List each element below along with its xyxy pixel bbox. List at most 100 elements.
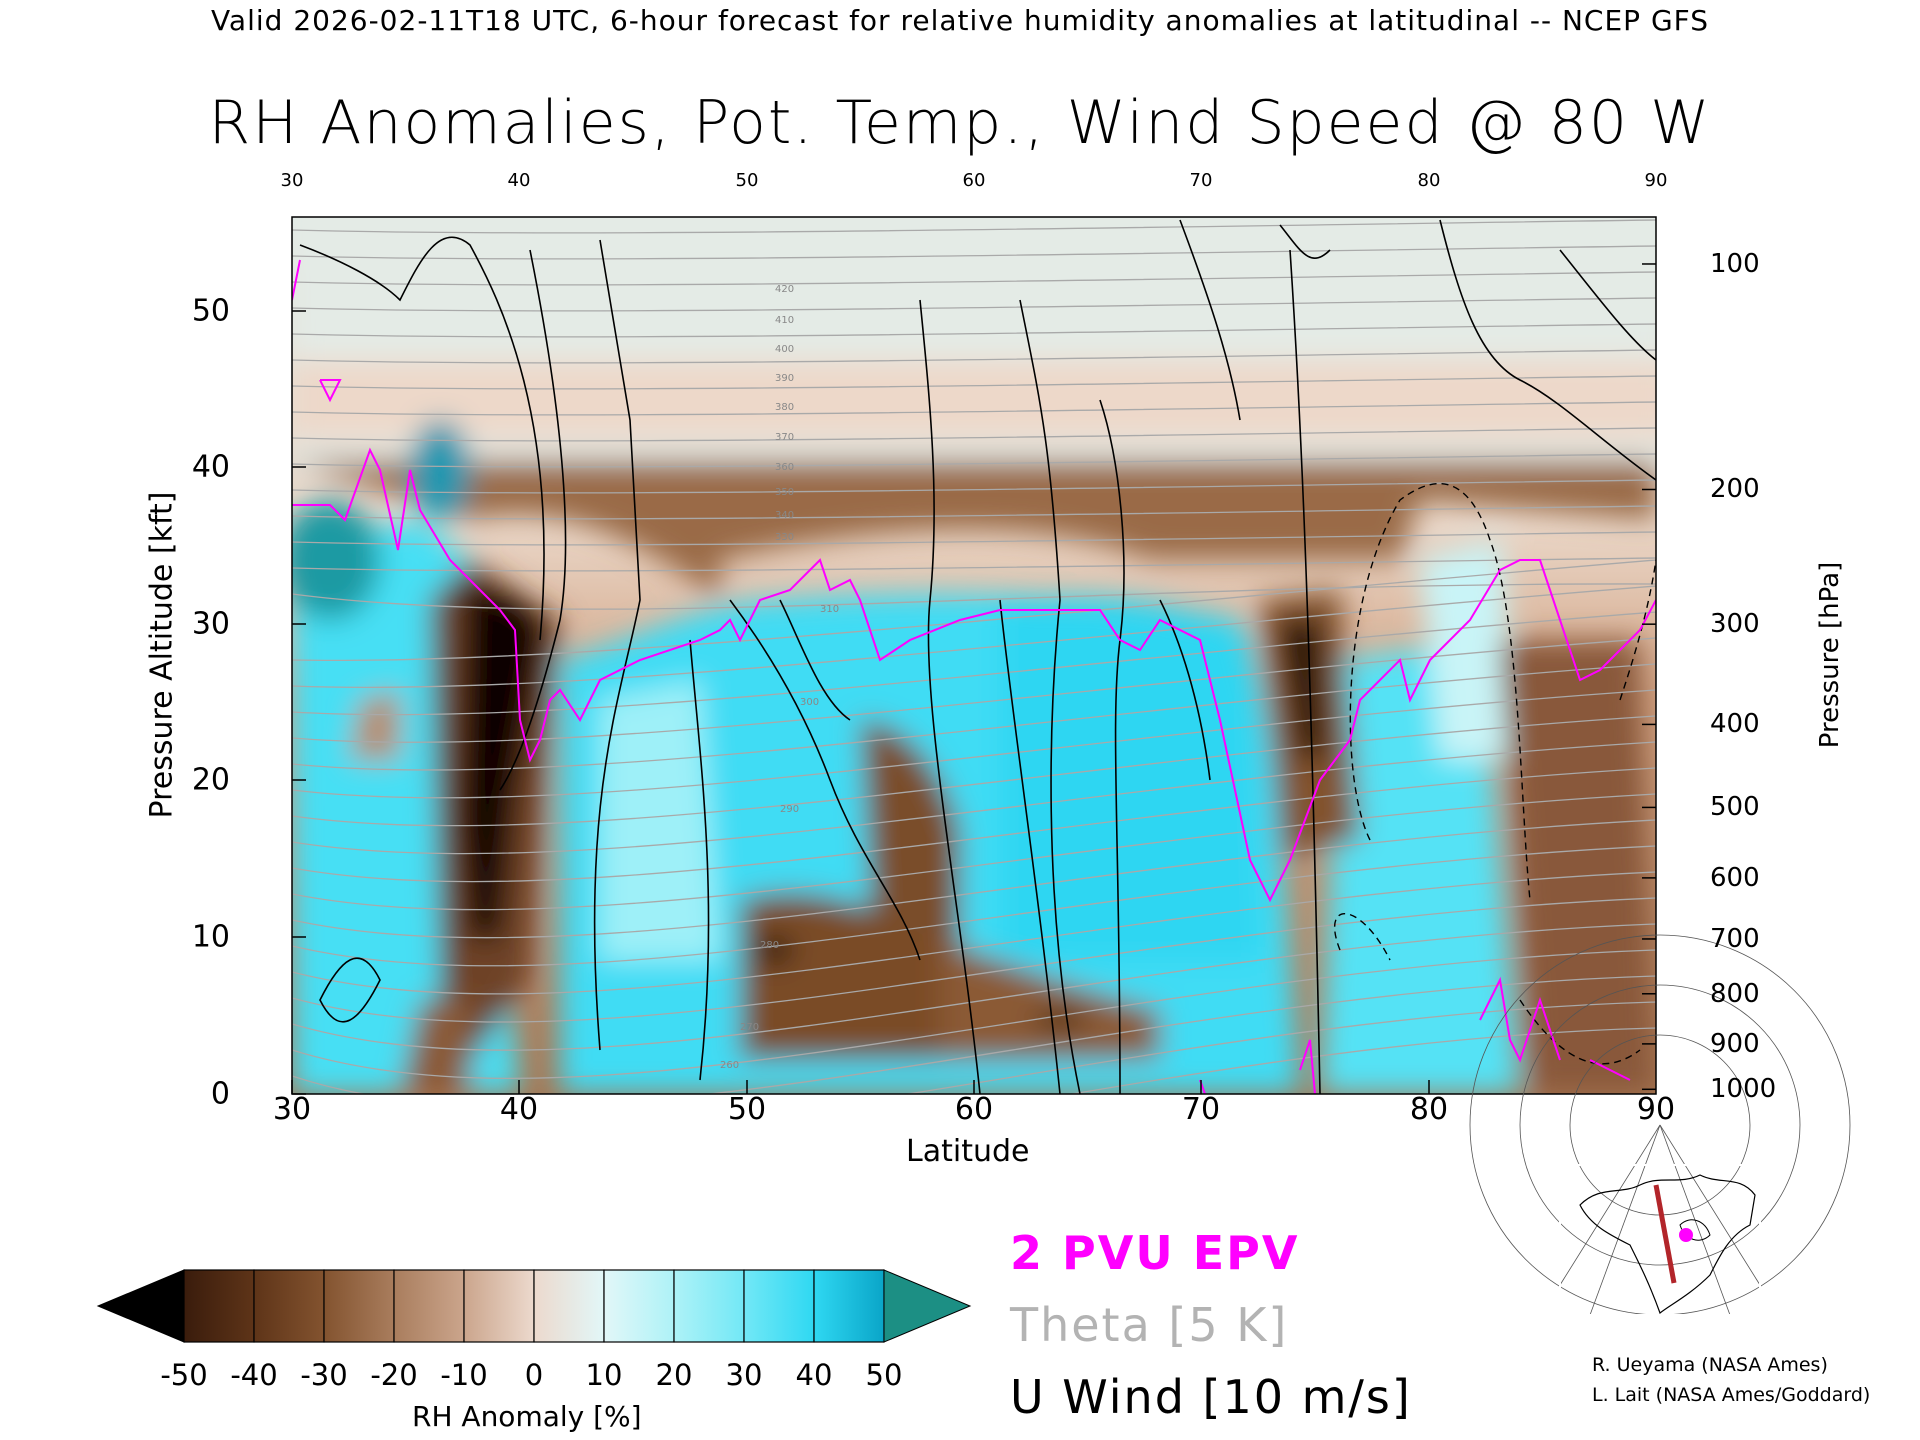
top-x-tick: 40	[507, 170, 531, 191]
colorbar-segment	[743, 1269, 815, 1343]
y-tick-label: 30	[191, 606, 230, 642]
theta-contour-label: 340	[775, 510, 794, 521]
theta-isentrope	[292, 557, 1656, 572]
top-x-tick: 60	[962, 170, 986, 191]
y-tick-label: 10	[191, 919, 230, 955]
theta-isentrope	[292, 219, 1656, 234]
legend-uwind: U Wind [10 m/s]	[1010, 1370, 1412, 1424]
colorbar-tick: 40	[795, 1358, 833, 1392]
theta-isentrope	[292, 585, 1656, 689]
colorbar-segment	[533, 1269, 605, 1343]
theta-isentrope	[292, 845, 1656, 967]
pressure-tick-label: 900	[1710, 1028, 1760, 1059]
x-tick-label: 90	[1636, 1092, 1676, 1127]
theta-isentrope	[292, 767, 1656, 883]
x-tick-label: 50	[727, 1092, 767, 1127]
top-x-tick: 90	[1644, 170, 1668, 191]
y-tick-label: 40	[191, 449, 230, 485]
theta-isentrope	[292, 297, 1656, 312]
theta-isentrope	[292, 559, 1656, 662]
theta-isentrope	[292, 349, 1656, 364]
theta-contour-label: 270	[740, 1022, 759, 1033]
pressure-tick-label: 200	[1710, 474, 1760, 505]
pressure-tick-label: 1000	[1710, 1074, 1777, 1105]
forecast-header: Valid 2026-02-11T18 UTC, 6-hour forecast…	[210, 4, 1710, 37]
colorbar-tick: -40	[230, 1358, 278, 1392]
y-axis-label: Pressure Altitude [kft]	[144, 491, 180, 819]
colorbar-tick: -50	[160, 1358, 208, 1392]
x-tick-label: 80	[1409, 1092, 1449, 1127]
theta-contour-label: 380	[775, 402, 794, 413]
theta-contour-label: 300	[800, 697, 819, 708]
colorbar-segment	[183, 1269, 255, 1343]
pressure-tick-label: 600	[1710, 862, 1760, 893]
chart-title: RH Anomalies, Pot. Temp., Wind Speed @ 8…	[208, 88, 1712, 158]
theta-contour-label: 370	[775, 432, 794, 443]
top-x-tick: 50	[735, 170, 759, 191]
pressure-tick-label: 100	[1710, 248, 1760, 279]
colorbar-segment	[393, 1269, 465, 1343]
colorbar-tick: 10	[585, 1358, 623, 1392]
x-tick-label: 70	[1181, 1092, 1221, 1127]
theta-contour-label: 400	[775, 344, 794, 355]
theta-isentrope	[292, 271, 1656, 286]
theta-contour-label: 290	[780, 804, 799, 815]
theta-isentrope	[292, 689, 1656, 799]
credit-line: R. Ueyama (NASA Ames)	[1592, 1354, 1828, 1376]
theta-isentrope	[292, 663, 1656, 771]
theta-isentrope	[292, 401, 1656, 416]
theta-contour-label: 390	[775, 373, 794, 384]
pressure-tick-label: 400	[1710, 709, 1760, 740]
theta-isentrope	[292, 741, 1656, 855]
colorbar	[96, 1269, 972, 1343]
theta-isentrope	[292, 871, 1656, 995]
theta-contour-label: 330	[775, 532, 794, 543]
theta-contour-label: 360	[775, 462, 794, 473]
theta-contour-label: 420	[775, 284, 794, 295]
legend-theta: Theta [5 K]	[1010, 1298, 1289, 1352]
colorbar-segment	[813, 1269, 885, 1343]
theta-isentrope	[292, 245, 1656, 260]
theta-isentrope	[292, 583, 1656, 610]
colorbar-segment	[463, 1269, 535, 1343]
colorbar-tick: 20	[655, 1358, 693, 1392]
theta-isentrope	[292, 923, 1656, 1051]
theta-isentrope	[292, 323, 1656, 338]
top-x-tick: 70	[1189, 170, 1213, 191]
pressure-tick-label: 300	[1710, 609, 1760, 640]
colorbar-tick: -20	[370, 1358, 418, 1392]
theta-isentrope	[292, 793, 1656, 911]
y-tick-label: 20	[191, 762, 230, 798]
theta-contour-label: 310	[820, 604, 839, 615]
colorbar-label: RH Anomaly [%]	[412, 1400, 642, 1433]
colorbar-high-arrow	[883, 1269, 972, 1343]
credit-line: L. Lait (NASA Ames/Goddard)	[1592, 1384, 1871, 1406]
pressure-tick-label: 700	[1710, 923, 1760, 954]
theta-isentrope	[292, 637, 1656, 743]
x-tick-label: 30	[272, 1092, 312, 1127]
y2-axis-label: Pressure [hPa]	[1815, 561, 1845, 749]
colorbar-segment	[603, 1269, 675, 1343]
colorbar-tick: -30	[300, 1358, 348, 1392]
x-tick-label: 60	[954, 1092, 994, 1127]
theta-contour-label: 280	[760, 940, 779, 951]
top-x-tick: 80	[1417, 170, 1441, 191]
theta-contour-label: 410	[775, 315, 794, 326]
theta-isentrope	[292, 975, 1656, 1094]
theta-isentrope	[292, 453, 1656, 468]
theta-isentrope	[1067, 1027, 1656, 1094]
x-axis-label: Latitude	[906, 1134, 1030, 1169]
theta-isentrope	[292, 505, 1656, 520]
colorbar-tick: 0	[524, 1358, 544, 1392]
theta-isentrope	[292, 715, 1656, 827]
colorbar-tick: 50	[865, 1358, 903, 1392]
pressure-tick-label: 500	[1710, 792, 1760, 823]
theta-isentrope	[292, 897, 1656, 1023]
theta-isentrope	[904, 1001, 1656, 1094]
x-tick-label: 40	[499, 1092, 539, 1127]
colorbar-segment	[323, 1269, 395, 1343]
theta-isentrope	[292, 949, 1656, 1080]
colorbar-low-arrow	[96, 1269, 185, 1343]
theta-isentrope	[292, 611, 1656, 716]
